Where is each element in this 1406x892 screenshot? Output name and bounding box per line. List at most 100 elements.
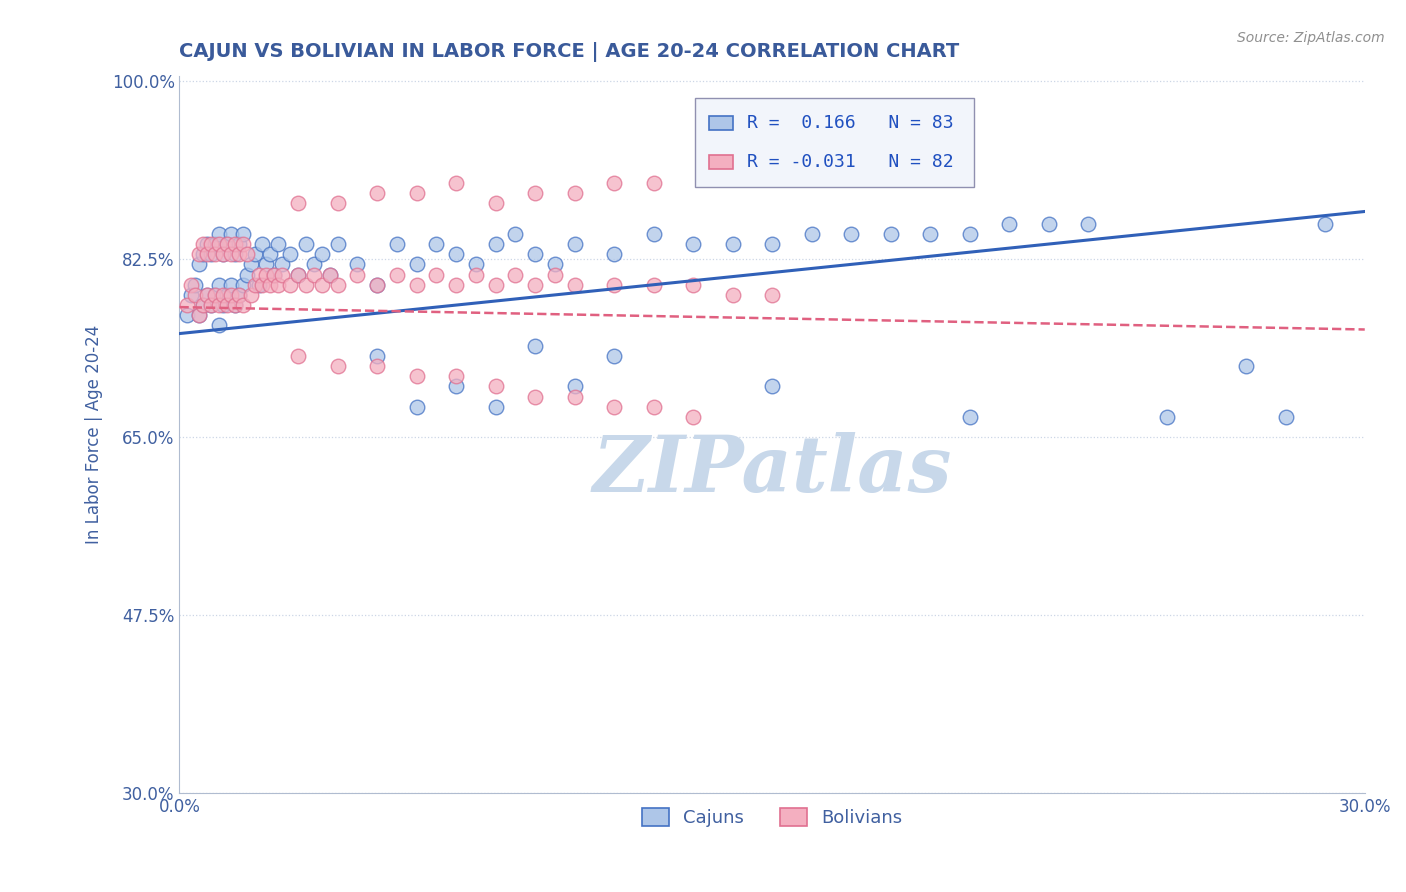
- Point: [405, 369, 427, 384]
- Point: [761, 288, 783, 302]
- Point: [721, 237, 744, 252]
- Point: [564, 277, 586, 292]
- Point: [224, 298, 246, 312]
- Point: [208, 277, 231, 292]
- Point: [544, 257, 567, 271]
- Point: [1038, 217, 1060, 231]
- Point: [224, 237, 246, 252]
- Point: [195, 237, 218, 252]
- Point: [603, 176, 626, 190]
- Text: ZIPatlas: ZIPatlas: [592, 433, 952, 508]
- Point: [193, 237, 215, 252]
- Point: [721, 288, 744, 302]
- Point: [267, 237, 290, 252]
- Point: [188, 308, 211, 322]
- Point: [366, 349, 388, 363]
- Point: [287, 268, 309, 282]
- Point: [278, 247, 301, 261]
- Point: [287, 349, 309, 363]
- Point: [444, 176, 467, 190]
- Point: [219, 227, 242, 241]
- Point: [180, 288, 202, 302]
- Point: [278, 277, 301, 292]
- Point: [259, 277, 281, 292]
- Point: [252, 237, 274, 252]
- Text: R = -0.031   N = 82: R = -0.031 N = 82: [747, 153, 953, 171]
- Point: [219, 277, 242, 292]
- Legend: Cajuns, Bolivians: Cajuns, Bolivians: [634, 801, 910, 835]
- Point: [243, 277, 266, 292]
- Point: [219, 288, 242, 302]
- Point: [180, 277, 202, 292]
- Point: [188, 257, 211, 271]
- Point: [228, 237, 250, 252]
- Point: [564, 390, 586, 404]
- Point: [761, 237, 783, 252]
- Text: R =  0.166   N = 83: R = 0.166 N = 83: [747, 114, 953, 132]
- Point: [959, 409, 981, 424]
- Point: [318, 268, 340, 282]
- Point: [232, 277, 254, 292]
- Point: [524, 339, 547, 353]
- FancyBboxPatch shape: [709, 116, 733, 130]
- Point: [302, 257, 325, 271]
- Point: [295, 237, 318, 252]
- Point: [318, 268, 340, 282]
- Point: [311, 247, 333, 261]
- Point: [603, 247, 626, 261]
- Point: [464, 257, 486, 271]
- Point: [215, 288, 238, 302]
- Point: [603, 349, 626, 363]
- Y-axis label: In Labor Force | Age 20-24: In Labor Force | Age 20-24: [86, 326, 103, 544]
- Point: [444, 369, 467, 384]
- Point: [385, 268, 408, 282]
- Point: [228, 247, 250, 261]
- Point: [200, 247, 222, 261]
- Point: [224, 247, 246, 261]
- Point: [219, 247, 242, 261]
- Point: [800, 227, 823, 241]
- Point: [603, 277, 626, 292]
- Point: [444, 277, 467, 292]
- Point: [195, 247, 218, 261]
- Point: [405, 257, 427, 271]
- Point: [232, 237, 254, 252]
- Point: [215, 237, 238, 252]
- Point: [204, 247, 226, 261]
- Point: [505, 227, 527, 241]
- Point: [643, 176, 665, 190]
- Point: [643, 227, 665, 241]
- Point: [998, 217, 1021, 231]
- Point: [204, 288, 226, 302]
- Point: [188, 247, 211, 261]
- Point: [603, 400, 626, 414]
- Point: [212, 247, 235, 261]
- Point: [176, 298, 198, 312]
- Point: [224, 298, 246, 312]
- Point: [920, 227, 942, 241]
- Point: [425, 237, 447, 252]
- Point: [212, 288, 235, 302]
- Point: [259, 247, 281, 261]
- Point: [195, 288, 218, 302]
- Point: [326, 196, 349, 211]
- Point: [263, 268, 285, 282]
- Point: [184, 288, 207, 302]
- Point: [366, 277, 388, 292]
- Point: [232, 298, 254, 312]
- Point: [385, 237, 408, 252]
- Point: [252, 277, 274, 292]
- Point: [239, 288, 262, 302]
- Point: [524, 186, 547, 201]
- Point: [643, 400, 665, 414]
- Point: [287, 196, 309, 211]
- Point: [235, 268, 257, 282]
- Text: Source: ZipAtlas.com: Source: ZipAtlas.com: [1237, 31, 1385, 45]
- Point: [564, 237, 586, 252]
- Point: [682, 409, 704, 424]
- Point: [682, 277, 704, 292]
- Point: [643, 277, 665, 292]
- Point: [484, 237, 506, 252]
- Point: [212, 298, 235, 312]
- Point: [247, 268, 270, 282]
